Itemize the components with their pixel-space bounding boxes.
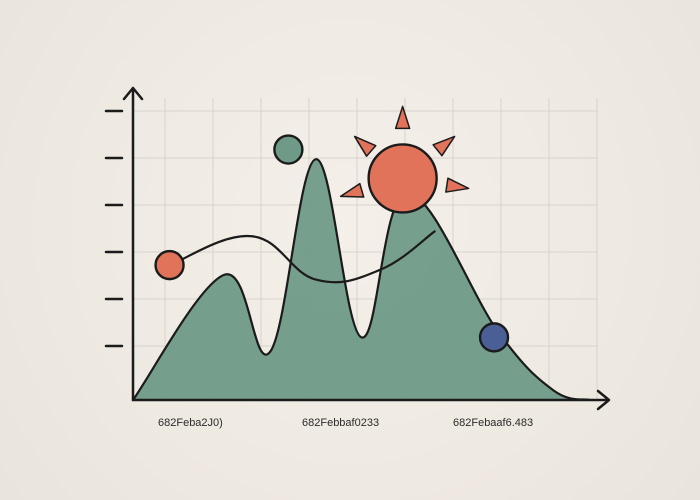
- line-series: [168, 230, 436, 284]
- sun-ray: [445, 177, 470, 193]
- x-tick-label: 682Febaaf6.483: [453, 417, 533, 429]
- x-tick-labels: 682Feba2J0) 682Febbaf0233 682Febaaf6.483: [158, 417, 533, 429]
- x-tick-label: 682Febbaf0233: [302, 417, 379, 429]
- sun-ray: [394, 105, 411, 130]
- data-point-marker: [154, 249, 185, 281]
- x-axis-arrow: [596, 389, 611, 411]
- data-point-marker: [478, 322, 510, 353]
- area-series-fill: [133, 159, 590, 400]
- data-point-marker: [367, 143, 438, 214]
- chart-axes: [122, 86, 611, 411]
- sun-icon: [339, 105, 470, 198]
- x-tick-label: 682Feba2J0): [158, 417, 223, 429]
- sun-ray: [432, 135, 456, 157]
- sun-ray: [353, 135, 377, 157]
- data-point-marker: [273, 134, 304, 165]
- y-ticks: [104, 109, 124, 348]
- sun-ray: [339, 182, 365, 198]
- y-axis-arrow: [122, 86, 144, 101]
- marker-layer: [154, 134, 510, 353]
- line-layer: [168, 230, 436, 284]
